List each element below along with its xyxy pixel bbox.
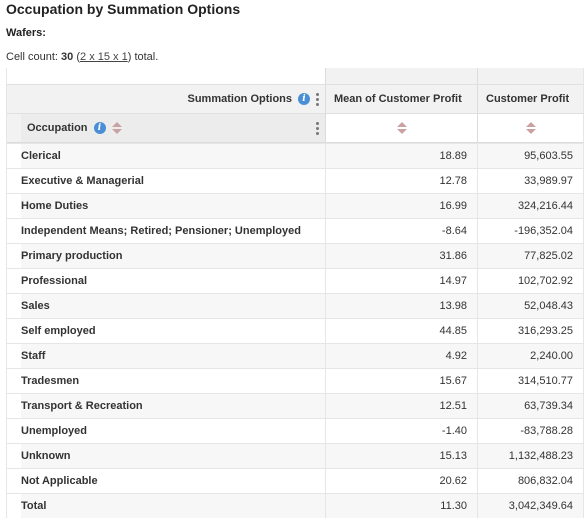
mean-customer-profit-value: 4.92: [445, 350, 467, 362]
mean-customer-profit-value: 12.78: [439, 175, 467, 187]
row-header-row: Occupation i: [7, 114, 583, 143]
row-label: Clerical: [21, 150, 61, 162]
mean-customer-profit-value: -8.64: [441, 225, 467, 237]
column-header-mean[interactable]: Mean of Customer Profit: [334, 93, 462, 105]
row-label: Self employed: [21, 325, 96, 337]
sort-profit-cell[interactable]: [478, 114, 583, 142]
table-row: Home Duties 16.99 324,216.44: [7, 193, 583, 218]
mean-customer-profit-value: -1.40: [441, 425, 467, 437]
row-label: Primary production: [21, 250, 123, 262]
sort-icon[interactable]: [111, 122, 122, 134]
mean-customer-profit-value: 11.30: [440, 500, 467, 512]
mean-customer-profit-value: 20.62: [439, 475, 467, 487]
row-label: Not Applicable: [21, 475, 98, 487]
info-icon[interactable]: i: [298, 93, 310, 105]
table-row: Total 11.30 3,042,349.64: [7, 493, 583, 518]
table-row: Self employed 44.85 316,293.25: [7, 318, 583, 343]
mean-customer-profit-value: 31.86: [439, 250, 467, 262]
customer-profit-value: 1,132,488.23: [508, 450, 573, 462]
row-label: Staff: [21, 350, 46, 362]
mean-customer-profit-value: 13.98: [439, 300, 467, 312]
cell-count-open: (: [73, 51, 81, 63]
customer-profit-value: 33,989.97: [524, 175, 573, 187]
table-row: Primary production 31.86 77,825.02: [7, 243, 583, 268]
customer-profit-value: 52,048.43: [524, 300, 573, 312]
table-body: Clerical 18.89 95,603.55 Executive & Man…: [7, 143, 583, 518]
cell-count-value: 30: [61, 51, 74, 63]
pivot-table: Summation Options i Mean of Customer Pro…: [6, 68, 584, 518]
mean-customer-profit-value: 12.51: [439, 400, 467, 412]
customer-profit-value: 77,825.02: [524, 250, 573, 262]
customer-profit-value: 63,739.34: [524, 400, 573, 412]
cell-count: Cell count: 30 (2 x 15 x 1) total.: [6, 51, 158, 63]
customer-profit-value: 102,702.92: [517, 275, 573, 287]
row-label: Unemployed: [21, 425, 88, 437]
table-row: Clerical 18.89 95,603.55: [7, 143, 583, 168]
customer-profit-value: -83,788.28: [520, 425, 573, 437]
customer-profit-value: 324,216.44: [517, 200, 573, 212]
customer-profit-value: 2,240.00: [530, 350, 573, 362]
mean-customer-profit-value: 14.97: [439, 275, 467, 287]
row-label: Executive & Managerial: [21, 175, 144, 187]
mean-customer-profit-value: 16.99: [439, 200, 467, 212]
row-label: Professional: [21, 275, 88, 287]
table-row: Unemployed -1.40 -83,788.28: [7, 418, 583, 443]
row-label: Independent Means; Retired; Pensioner; U…: [21, 225, 301, 237]
row-label: Transport & Recreation: [21, 400, 143, 412]
table-row: Transport & Recreation 12.51 63,739.34: [7, 393, 583, 418]
column-dimension-label: Summation Options: [187, 93, 293, 105]
column-header-row: Summation Options i Mean of Customer Pro…: [7, 85, 583, 114]
sort-icon[interactable]: [396, 122, 407, 134]
column-dimension-header: Summation Options i: [7, 85, 325, 113]
info-icon[interactable]: i: [93, 122, 106, 134]
sort-icon[interactable]: [525, 122, 536, 134]
kebab-menu-icon[interactable]: [316, 121, 319, 135]
sort-mean-cell[interactable]: [326, 114, 477, 142]
row-dimension-header[interactable]: Occupation i: [21, 114, 325, 142]
row-label: Unknown: [21, 450, 71, 462]
wafers-label: Wafers:: [6, 27, 46, 39]
table-row: Executive & Managerial 12.78 33,989.97: [7, 168, 583, 193]
mean-customer-profit-value: 44.85: [439, 325, 467, 337]
column-header-profit[interactable]: Customer Profit: [486, 93, 570, 105]
customer-profit-value: 3,042,349.64: [508, 500, 573, 512]
table-row: Sales 13.98 52,048.43: [7, 293, 583, 318]
customer-profit-value: -196,352.04: [514, 225, 573, 237]
table-row: Not Applicable 20.62 806,832.04: [7, 468, 583, 493]
row-dimension-label: Occupation: [27, 122, 88, 134]
customer-profit-value: 95,603.55: [524, 150, 573, 162]
cell-count-suffix: ) total.: [127, 51, 159, 63]
row-label: Tradesmen: [21, 375, 80, 387]
table-row: Tradesmen 15.67 314,510.77: [7, 368, 583, 393]
table-row: Staff 4.92 2,240.00: [7, 343, 583, 368]
mean-customer-profit-value: 18.89: [439, 150, 467, 162]
customer-profit-value: 316,293.25: [517, 325, 573, 337]
row-label: Sales: [21, 300, 50, 312]
table-row: Unknown 15.13 1,132,488.23: [7, 443, 583, 468]
cell-count-prefix: Cell count:: [6, 51, 62, 63]
cell-count-dims-link[interactable]: 2 x 15 x 1: [80, 51, 128, 63]
customer-profit-value: 806,832.04: [517, 475, 573, 487]
mean-customer-profit-value: 15.13: [439, 450, 467, 462]
table-row: Independent Means; Retired; Pensioner; U…: [7, 218, 583, 243]
kebab-menu-icon[interactable]: [316, 92, 319, 106]
header-top-strip: [7, 68, 583, 85]
customer-profit-value: 314,510.77: [517, 375, 573, 387]
row-label: Home Duties: [21, 200, 89, 212]
page-title: Occupation by Summation Options: [6, 1, 241, 17]
mean-customer-profit-value: 15.67: [439, 375, 467, 387]
table-row: Professional 14.97 102,702.92: [7, 268, 583, 293]
row-label: Total: [21, 500, 47, 512]
